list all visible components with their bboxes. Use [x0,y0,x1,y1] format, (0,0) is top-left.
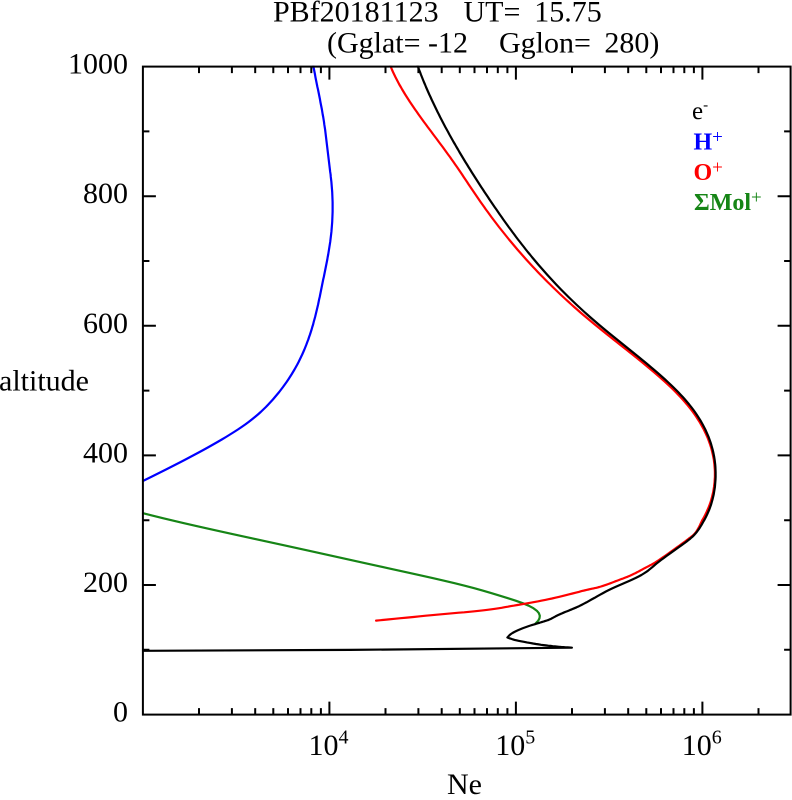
svg-text:800: 800 [83,177,128,210]
svg-text:Gglon=: Gglon= [499,26,591,59]
svg-text:(Gglat= -12: (Gglat= -12 [327,26,468,59]
svg-text:15.75: 15.75 [534,0,602,29]
svg-text:UT=: UT= [464,0,521,29]
svg-text:0: 0 [113,696,128,729]
svg-text:altitude: altitude [0,365,89,398]
svg-text:400: 400 [83,436,128,469]
svg-text:600: 600 [83,307,128,340]
svg-text:1000: 1000 [68,48,128,81]
svg-text:ΣMol+: ΣMol+ [694,187,762,216]
svg-text:200: 200 [83,566,128,599]
svg-text:280): 280) [604,26,659,59]
svg-text:Ne: Ne [447,768,482,795]
svg-text:105: 105 [495,727,535,762]
svg-text:PBf20181123: PBf20181123 [273,0,439,29]
